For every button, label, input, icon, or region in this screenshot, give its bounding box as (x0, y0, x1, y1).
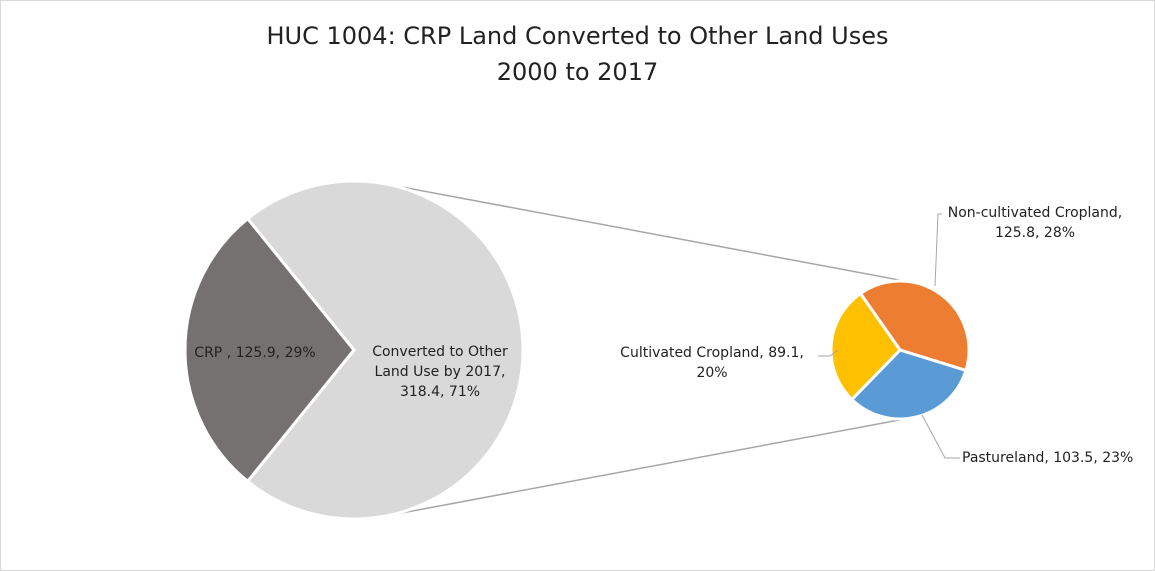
pie-slice-cultivated-cropland (829, 291, 902, 402)
connector-line-bottom (383, 418, 907, 518)
chart-title: HUC 1004: CRP Land Converted to Other La… (266, 22, 889, 50)
data-label-crp-line: CRP , 125.9, 29% (194, 345, 315, 361)
data-label-pastureland: Pastureland, 103.5, 23% (962, 450, 1133, 466)
data-label-converted: Converted to Other Land Use by 2017, 318.4… (372, 344, 508, 400)
data-label-pastureland-line: Pastureland, 103.5, 23% (962, 450, 1133, 466)
data-label-crp: CRP , 125.9, 29% (194, 345, 315, 361)
leader-line-cultivated-cropland (818, 349, 839, 357)
pie-slice-pastureland (849, 348, 968, 421)
pie-slice-converted (245, 179, 525, 521)
data-label-non-cultivated-cropland-line: 125.8, 28% (995, 225, 1075, 241)
data-label-converted-line: 318.4, 71% (400, 384, 480, 400)
data-label-converted-line: Land Use by 2017, (375, 364, 506, 380)
chart-subtitle: 2000 to 2017 (496, 58, 659, 86)
data-label-cultivated-cropland-line: 20% (696, 365, 727, 381)
data-label-cultivated-cropland: Cultivated Cropland, 89.1, 20% (620, 345, 804, 381)
data-label-converted-line: Converted to Other (372, 344, 508, 360)
connector-line-top (383, 182, 907, 282)
leader-line-pastureland (921, 414, 960, 459)
pie-slice-non-cultivated-cropland (858, 279, 971, 373)
data-label-cultivated-cropland-line: Cultivated Cropland, 89.1, (620, 345, 804, 361)
leader-line-non-cultivated-cropland (934, 213, 942, 287)
data-label-non-cultivated-cropland: Non-cultivated Cropland, 125.8, 28% (948, 205, 1122, 241)
pie-slice-crp (183, 216, 356, 484)
data-label-non-cultivated-cropland-line: Non-cultivated Cropland, (948, 205, 1122, 221)
